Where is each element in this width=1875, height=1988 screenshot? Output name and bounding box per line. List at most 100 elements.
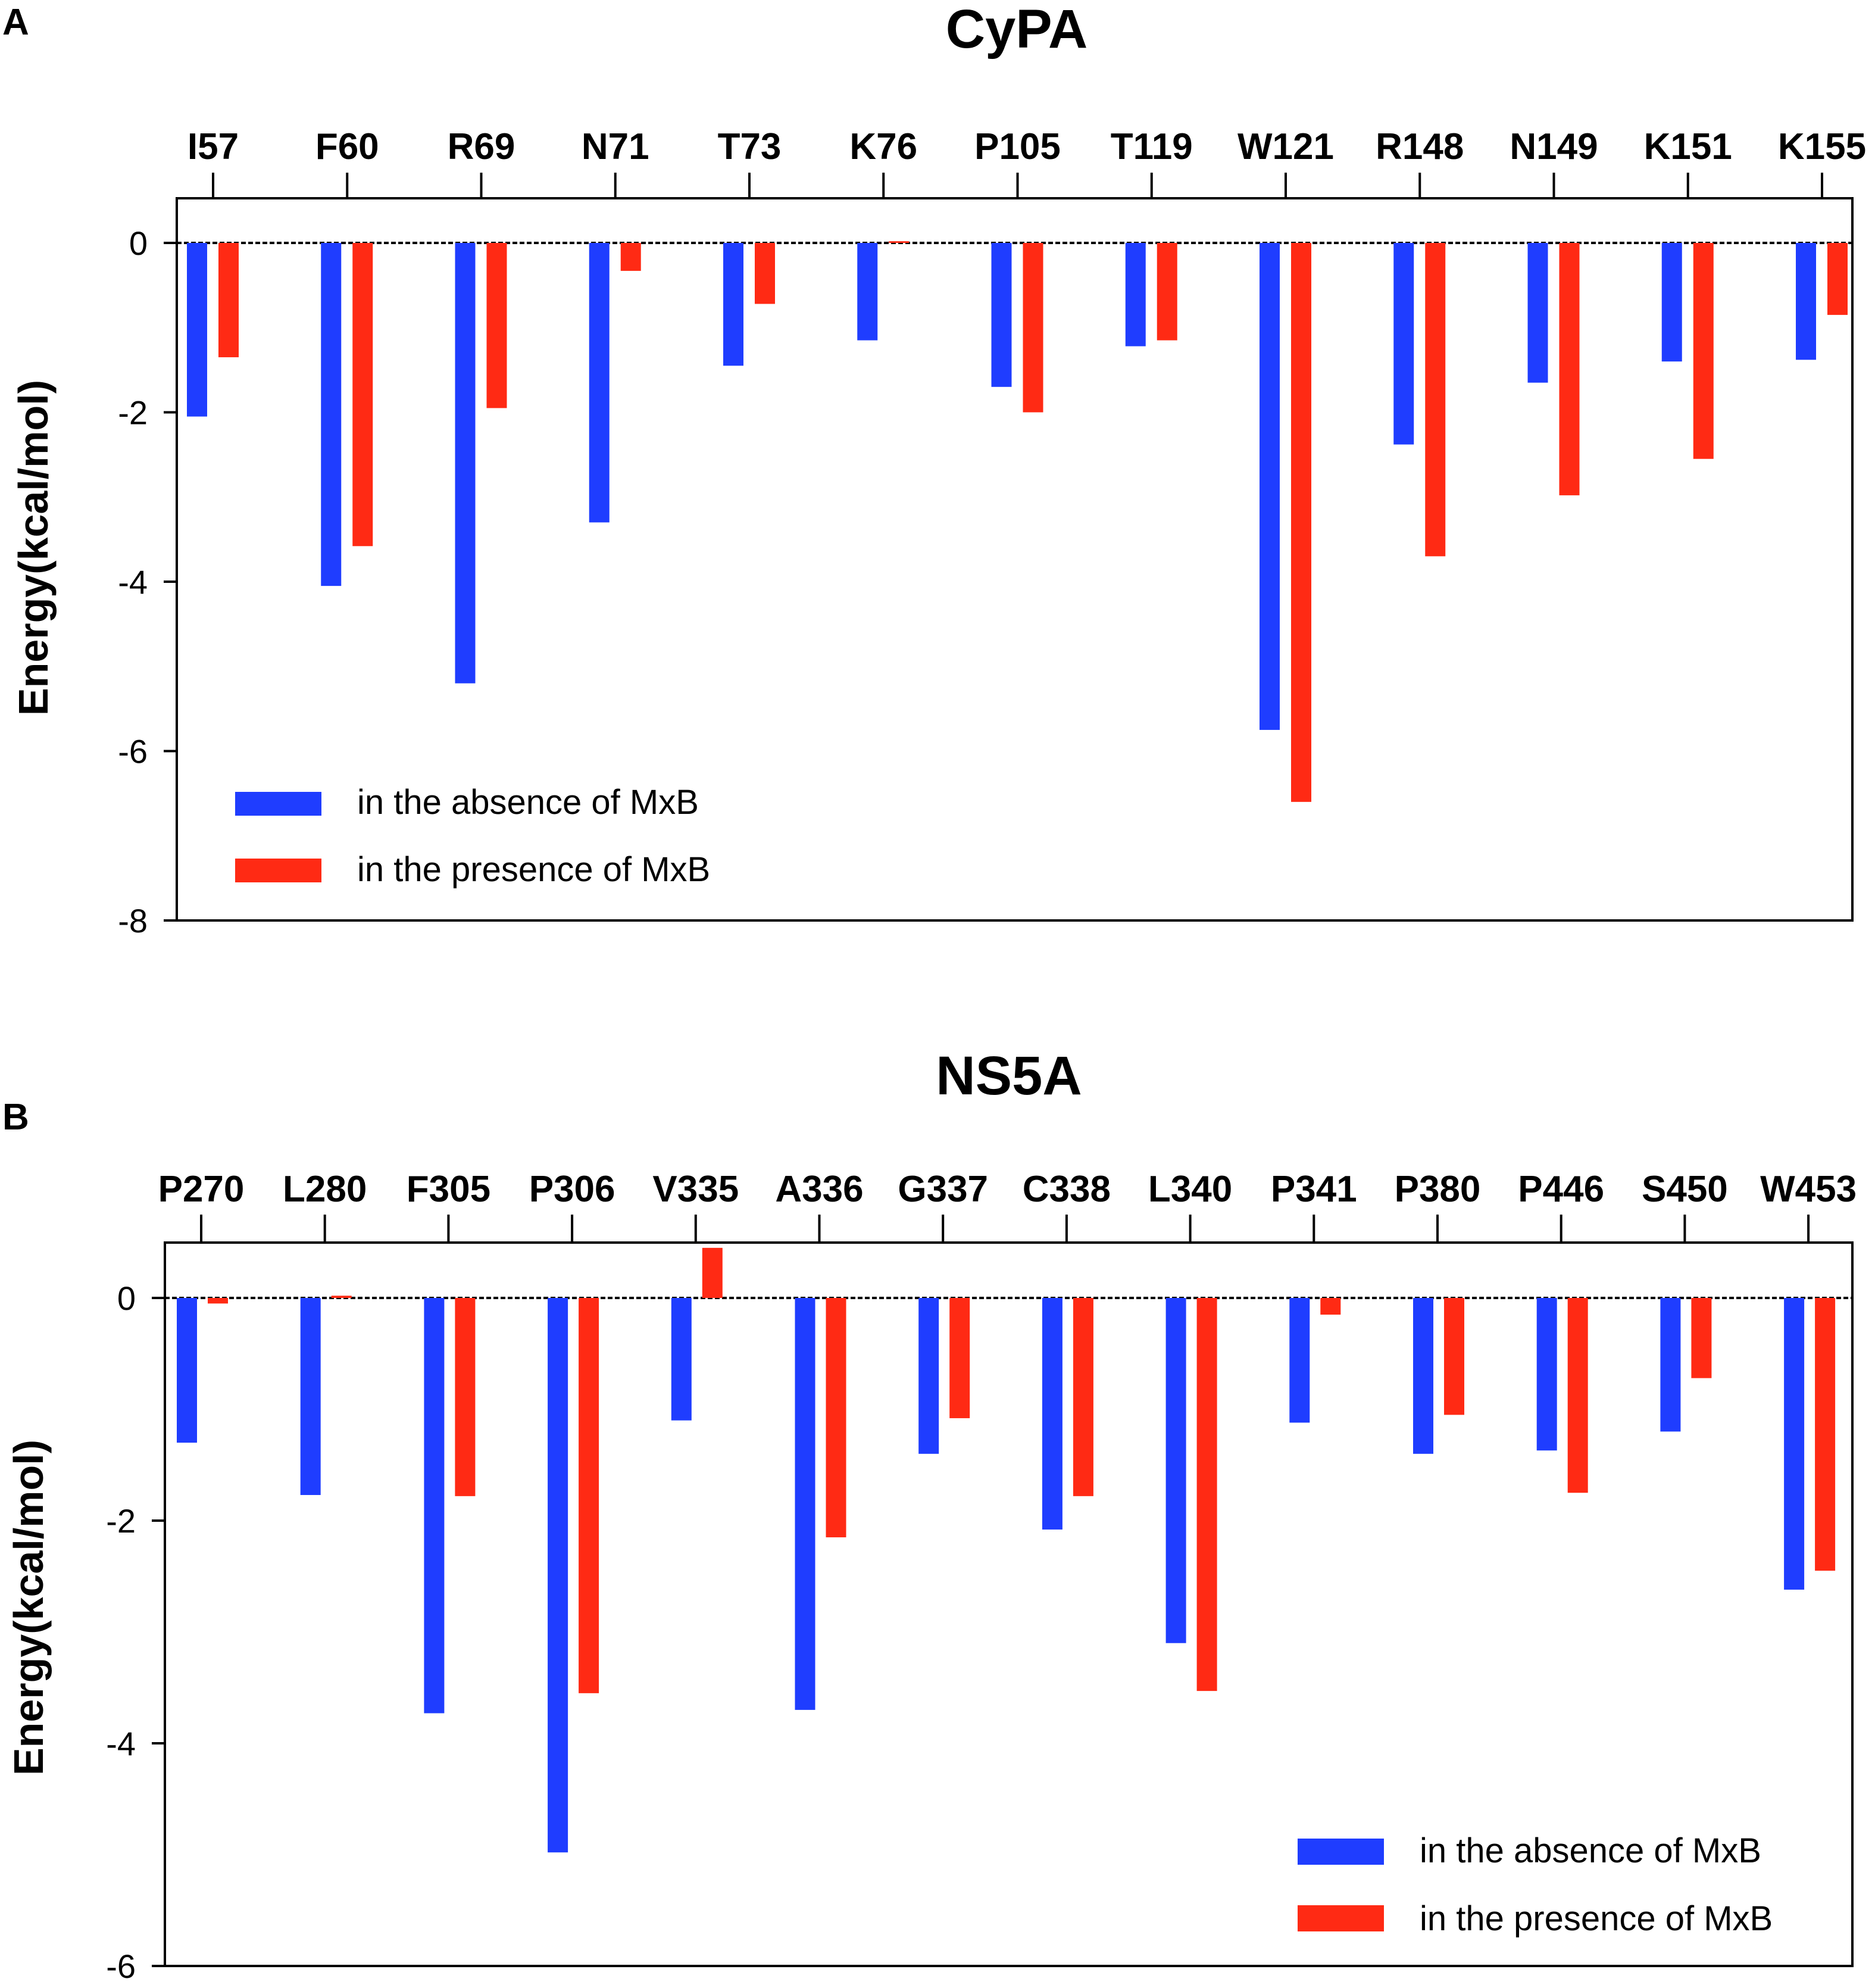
category-label-cypa-r69: R69: [448, 126, 515, 167]
y-tick-label-cypa-3: -6: [118, 733, 148, 770]
plot-frame-ns5a: [164, 1241, 1854, 1967]
bar-cypa-f60-absence: [321, 243, 342, 586]
bar-cypa-n71-presence: [620, 243, 641, 271]
bar-cypa-r69-absence: [455, 243, 476, 684]
category-label-ns5a-p341: P341: [1271, 1169, 1357, 1210]
category-label-ns5a-p306: P306: [529, 1169, 615, 1210]
y-tick-label-ns5a-0: 0: [117, 1279, 136, 1317]
category-label-cypa-f60: F60: [315, 126, 379, 167]
legend-cypa: in the absence of MxB in the presence of…: [235, 783, 710, 889]
panel-b: B NS5A Energy(kcal/mol) 0 -2 -4 -6 P270 L280 F…: [2, 1046, 1857, 1985]
bar-cypa-k155-absence: [1796, 243, 1816, 360]
bar-cypa-r148-presence: [1425, 243, 1446, 557]
legend-label-presence-cypa: in the presence of MxB: [357, 850, 710, 889]
bar-ns5a-p306-presence: [579, 1298, 599, 1693]
category-label-ns5a-p380: P380: [1395, 1169, 1481, 1210]
bar-ns5a-g337-presence: [949, 1298, 970, 1418]
category-label-cypa-k155: K155: [1778, 126, 1866, 167]
bar-ns5a-c338-absence: [1042, 1298, 1062, 1530]
y-tick-label-cypa-2: -4: [118, 563, 148, 601]
bar-cypa-t73-absence: [723, 243, 743, 366]
bar-cypa-w121-presence: [1291, 243, 1311, 802]
bar-ns5a-p380-presence: [1444, 1298, 1464, 1415]
bar-ns5a-s450-absence: [1660, 1298, 1681, 1432]
category-label-cypa-k151: K151: [1644, 126, 1732, 167]
y-axis-label-cypa: Energy(kcal/mol): [10, 380, 57, 716]
bar-ns5a-w453-absence: [1784, 1298, 1805, 1590]
category-label-ns5a-s450: S450: [1642, 1169, 1728, 1210]
legend-label-absence-cypa: in the absence of MxB: [357, 783, 699, 822]
panel-a: A CyPA Energy(kcal/mol) 0 -2 -4 -6 -8 I57 F60 R…: [2, 0, 1866, 940]
category-label-cypa-t73: T73: [718, 126, 782, 167]
category-label-cypa-i57: I57: [188, 126, 239, 167]
bar-cypa-i57-absence: [187, 243, 207, 417]
legend-swatch-absence-cypa: [235, 792, 321, 816]
category-label-cypa-w121: W121: [1238, 126, 1334, 167]
bar-ns5a-p306-absence: [548, 1298, 568, 1853]
panel-letter-b: B: [2, 1097, 29, 1138]
bar-ns5a-a336-absence: [795, 1298, 815, 1710]
chart-title-ns5a: NS5A: [936, 1046, 1082, 1106]
category-label-cypa-k76: K76: [849, 126, 917, 167]
bar-cypa-k76-absence: [857, 243, 878, 341]
bar-cypa-n149-presence: [1559, 243, 1580, 495]
bar-ns5a-w453-presence: [1815, 1298, 1836, 1571]
bar-ns5a-v335-absence: [671, 1298, 692, 1421]
bar-cypa-r148-absence: [1393, 243, 1414, 445]
category-label-ns5a-v335: V335: [652, 1169, 739, 1210]
bar-ns5a-l340-presence: [1196, 1298, 1217, 1691]
y-tick-label-ns5a-2: -4: [106, 1725, 136, 1762]
bar-cypa-k76-presence: [889, 241, 910, 243]
category-label-cypa-t119: T119: [1111, 126, 1193, 167]
bar-ns5a-l280-presence: [331, 1296, 352, 1298]
bar-cypa-w121-absence: [1260, 243, 1280, 730]
category-label-ns5a-p270: P270: [158, 1169, 245, 1210]
bar-cypa-t119-presence: [1157, 243, 1177, 341]
bar-cypa-k151-presence: [1693, 243, 1714, 459]
bar-chart-cypa: 0 -2 -4 -6 -8 I57 F60 R69 N71 T73 K76 P105 T119 W121 R…: [118, 126, 1866, 940]
bar-ns5a-p446-absence: [1536, 1298, 1557, 1451]
category-label-ns5a-p446: P446: [1518, 1169, 1604, 1210]
panel-letter-a: A: [2, 2, 29, 43]
category-label-ns5a-w453: W453: [1760, 1169, 1857, 1210]
bar-ns5a-f305-absence: [424, 1298, 445, 1714]
legend-label-absence-ns5a: in the absence of MxB: [1420, 1831, 1761, 1870]
bar-cypa-r69-presence: [486, 243, 507, 408]
category-label-ns5a-c338: C338: [1023, 1169, 1111, 1210]
bar-cypa-t73-presence: [755, 243, 775, 304]
y-tick-label-ns5a-1: -2: [106, 1502, 136, 1540]
category-label-ns5a-l280: L280: [283, 1169, 367, 1210]
bar-ns5a-v335-presence: [702, 1247, 723, 1298]
bar-cypa-n71-absence: [589, 243, 610, 523]
bar-cypa-t119-absence: [1125, 243, 1146, 347]
category-label-cypa-n149: N149: [1510, 126, 1598, 167]
legend-ns5a: in the absence of MxB in the presence of…: [1298, 1831, 1773, 1938]
bar-chart-ns5a: 0 -2 -4 -6 P270 L280 F305 P306 V335 A336 G337 C338 L…: [106, 1169, 1857, 1985]
bar-cypa-n149-absence: [1527, 243, 1548, 383]
bar-ns5a-g337-absence: [918, 1298, 939, 1454]
category-label-cypa-n71: N71: [582, 126, 649, 167]
bar-ns5a-f305-presence: [455, 1298, 476, 1496]
category-label-ns5a-a336: A336: [775, 1169, 863, 1210]
y-tick-label-cypa-1: -2: [118, 394, 148, 432]
bar-ns5a-p446-presence: [1567, 1298, 1588, 1493]
bar-ns5a-p270-absence: [177, 1298, 197, 1443]
y-tick-label-cypa-4: -8: [118, 902, 148, 940]
bar-ns5a-p341-presence: [1320, 1298, 1341, 1315]
bar-cypa-p105-absence: [991, 243, 1012, 387]
category-label-ns5a-g337: G337: [898, 1169, 988, 1210]
y-tick-label-cypa-0: 0: [129, 224, 148, 262]
legend-swatch-absence-ns5a: [1298, 1839, 1384, 1865]
legend-swatch-presence-cypa: [235, 859, 321, 882]
legend-label-presence-ns5a: in the presence of MxB: [1420, 1899, 1773, 1938]
y-tick-label-ns5a-3: -6: [106, 1948, 136, 1985]
bar-cypa-k151-absence: [1661, 243, 1682, 362]
bar-ns5a-l280-absence: [300, 1298, 321, 1495]
category-label-ns5a-l340: L340: [1148, 1169, 1232, 1210]
chart-title-cypa: CyPA: [946, 0, 1088, 60]
bar-cypa-i57-presence: [218, 243, 239, 358]
bar-ns5a-c338-presence: [1073, 1298, 1093, 1496]
bar-cypa-f60-presence: [352, 243, 373, 547]
category-label-cypa-p105: P105: [974, 126, 1061, 167]
